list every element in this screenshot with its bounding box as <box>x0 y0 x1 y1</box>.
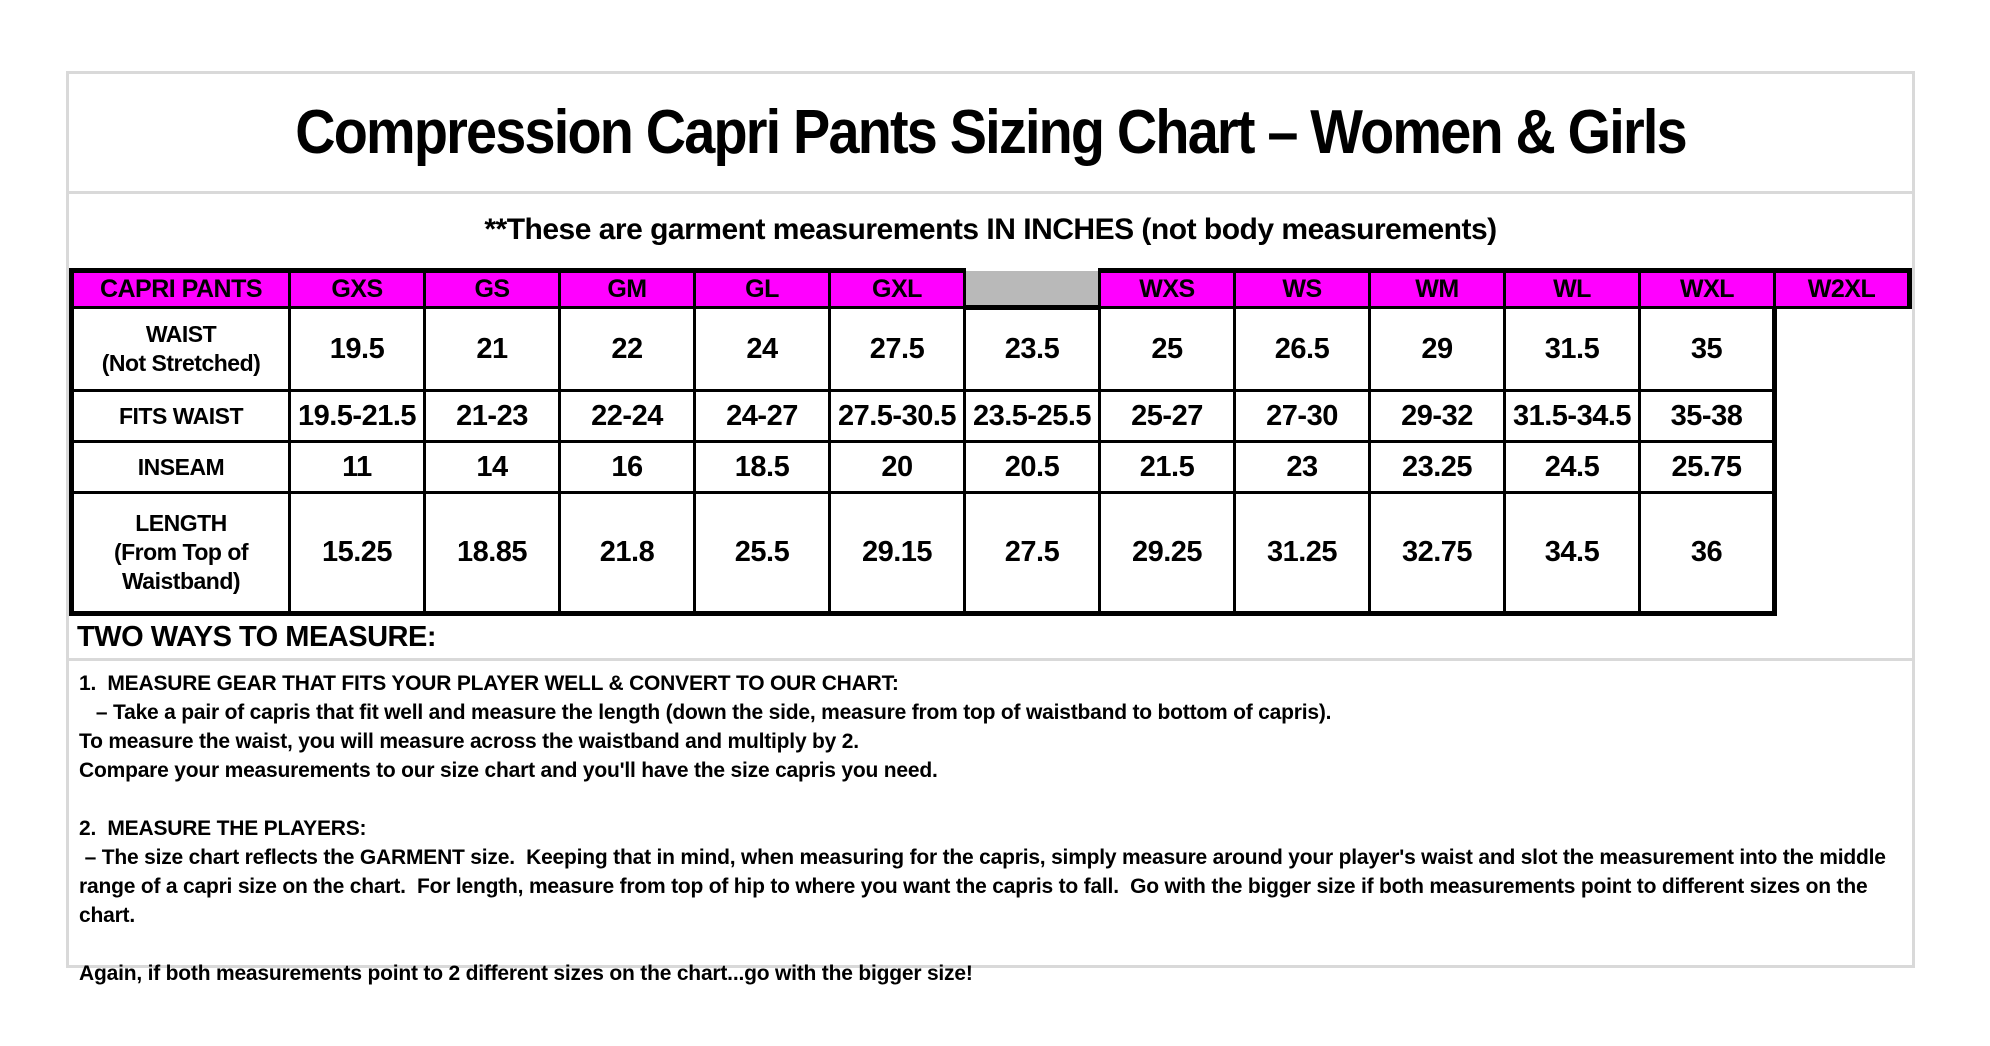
size-value-cell: 35-38 <box>1638 389 1777 443</box>
document-page: Compression Capri Pants Sizing Chart – W… <box>66 71 1915 985</box>
size-col-header-w2xl: W2XL <box>1773 268 1912 309</box>
sizing-table: CAPRI PANTS GXS GS GM GL GXL WXS WS WM W… <box>69 268 1912 616</box>
size-col-header-wxl: WXL <box>1638 268 1776 309</box>
size-value-cell: 11 <box>288 440 426 494</box>
size-col-header-wxs: WXS <box>1098 268 1236 309</box>
size-value-cell: 24-27 <box>693 389 831 443</box>
size-value-cell: 32.75 <box>1368 491 1506 616</box>
size-value-cell: 22 <box>558 306 696 392</box>
instruction-line: – Take a pair of capris that fit well an… <box>79 701 1332 724</box>
size-value-cell: 25.5 <box>693 491 831 616</box>
table-row-inseam: INSEAM 11 14 16 18.5 20 20.5 21.5 23 23.… <box>69 440 1910 494</box>
table-row-fits-waist: FITS WAIST 19.5-21.5 21-23 22-24 24-27 2… <box>69 389 1910 443</box>
size-value-cell: 19.5 <box>288 306 426 392</box>
size-value-cell: 19.5-21.5 <box>288 389 426 443</box>
size-value-cell: 31.5 <box>1503 306 1641 392</box>
size-value-cell: 34.5 <box>1503 491 1641 616</box>
size-col-header-gxl: GXL <box>828 268 966 309</box>
size-col-header-ws: WS <box>1233 268 1371 309</box>
size-col-header-gl: GL <box>693 268 831 309</box>
table-row-length: LENGTH (From Top of Waistband) 15.25 18.… <box>69 491 1910 616</box>
size-col-header-gxs: GXS <box>288 268 426 309</box>
page-title: Compression Capri Pants Sizing Chart – W… <box>295 98 1687 167</box>
page-subtitle: **These are garment measurements IN INCH… <box>484 213 1497 246</box>
size-value-cell: 21.8 <box>558 491 696 616</box>
size-value-cell: 25.75 <box>1638 440 1777 494</box>
instruction-line: Compare your measurements to our size ch… <box>79 759 938 782</box>
instruction-line: 1. MEASURE GEAR THAT FITS YOUR PLAYER WE… <box>79 672 899 695</box>
size-col-header-wl: WL <box>1503 268 1641 309</box>
size-value-cell: 20.5 <box>963 440 1101 494</box>
size-value-cell: 15.25 <box>288 491 426 616</box>
size-value-cell: 23.5-25.5 <box>963 389 1101 443</box>
size-value-cell: 27-30 <box>1233 389 1371 443</box>
corner-header: CAPRI PANTS <box>69 268 291 309</box>
measure-instructions: 1. MEASURE GEAR THAT FITS YOUR PLAYER WE… <box>69 661 1912 996</box>
instruction-line: To measure the waist, you will measure a… <box>79 730 859 753</box>
instruction-line: Again, if both measurements point to 2 d… <box>79 962 973 985</box>
size-value-cell: 29-32 <box>1368 389 1506 443</box>
size-value-cell: 23 <box>1233 440 1371 494</box>
size-value-cell: 35 <box>1638 306 1777 392</box>
size-value-cell: 29.25 <box>1098 491 1236 616</box>
size-value-cell: 26.5 <box>1233 306 1371 392</box>
size-value-cell: 18.5 <box>693 440 831 494</box>
size-value-cell: 24.5 <box>1503 440 1641 494</box>
size-col-header-wm: WM <box>1368 268 1506 309</box>
size-value-cell: 31.5-34.5 <box>1503 389 1641 443</box>
size-value-cell: 27.5-30.5 <box>828 389 966 443</box>
size-value-cell: 21-23 <box>423 389 561 443</box>
size-value-cell: 24 <box>693 306 831 392</box>
spacer-cell <box>963 270 1101 310</box>
size-value-cell: 14 <box>423 440 561 494</box>
size-value-cell: 22-24 <box>558 389 696 443</box>
row-label: LENGTH (From Top of Waistband) <box>69 491 291 616</box>
row-label: FITS WAIST <box>69 389 291 443</box>
size-value-cell: 18.85 <box>423 491 561 616</box>
size-value-cell: 27.5 <box>828 306 966 392</box>
size-value-cell: 20 <box>828 440 966 494</box>
row-label: INSEAM <box>69 440 291 494</box>
instruction-line: 2. MEASURE THE PLAYERS: <box>79 817 367 840</box>
size-value-cell: 23.5 <box>963 306 1101 392</box>
size-value-cell: 36 <box>1638 491 1777 616</box>
size-col-header-gm: GM <box>558 268 696 309</box>
size-value-cell: 21.5 <box>1098 440 1236 494</box>
size-col-header-gs: GS <box>423 268 561 309</box>
subtitle-band: **These are garment measurements IN INCH… <box>69 194 1912 266</box>
size-value-cell: 16 <box>558 440 696 494</box>
size-value-cell: 29.15 <box>828 491 966 616</box>
size-value-cell: 31.25 <box>1233 491 1371 616</box>
instruction-line: – The size chart reflects the GARMENT si… <box>79 846 1892 927</box>
table-row-waist: WAIST (Not Stretched) 19.5 21 22 24 27.5… <box>69 306 1910 392</box>
size-value-cell: 25 <box>1098 306 1236 392</box>
size-value-cell: 29 <box>1368 306 1506 392</box>
measure-section-heading: TWO WAYS TO MEASURE: <box>69 616 1912 661</box>
size-value-cell: 27.5 <box>963 491 1101 616</box>
row-label: WAIST (Not Stretched) <box>69 306 291 392</box>
size-value-cell: 21 <box>423 306 561 392</box>
size-value-cell: 25-27 <box>1098 389 1236 443</box>
size-value-cell: 23.25 <box>1368 440 1506 494</box>
title-band: Compression Capri Pants Sizing Chart – W… <box>69 74 1912 194</box>
